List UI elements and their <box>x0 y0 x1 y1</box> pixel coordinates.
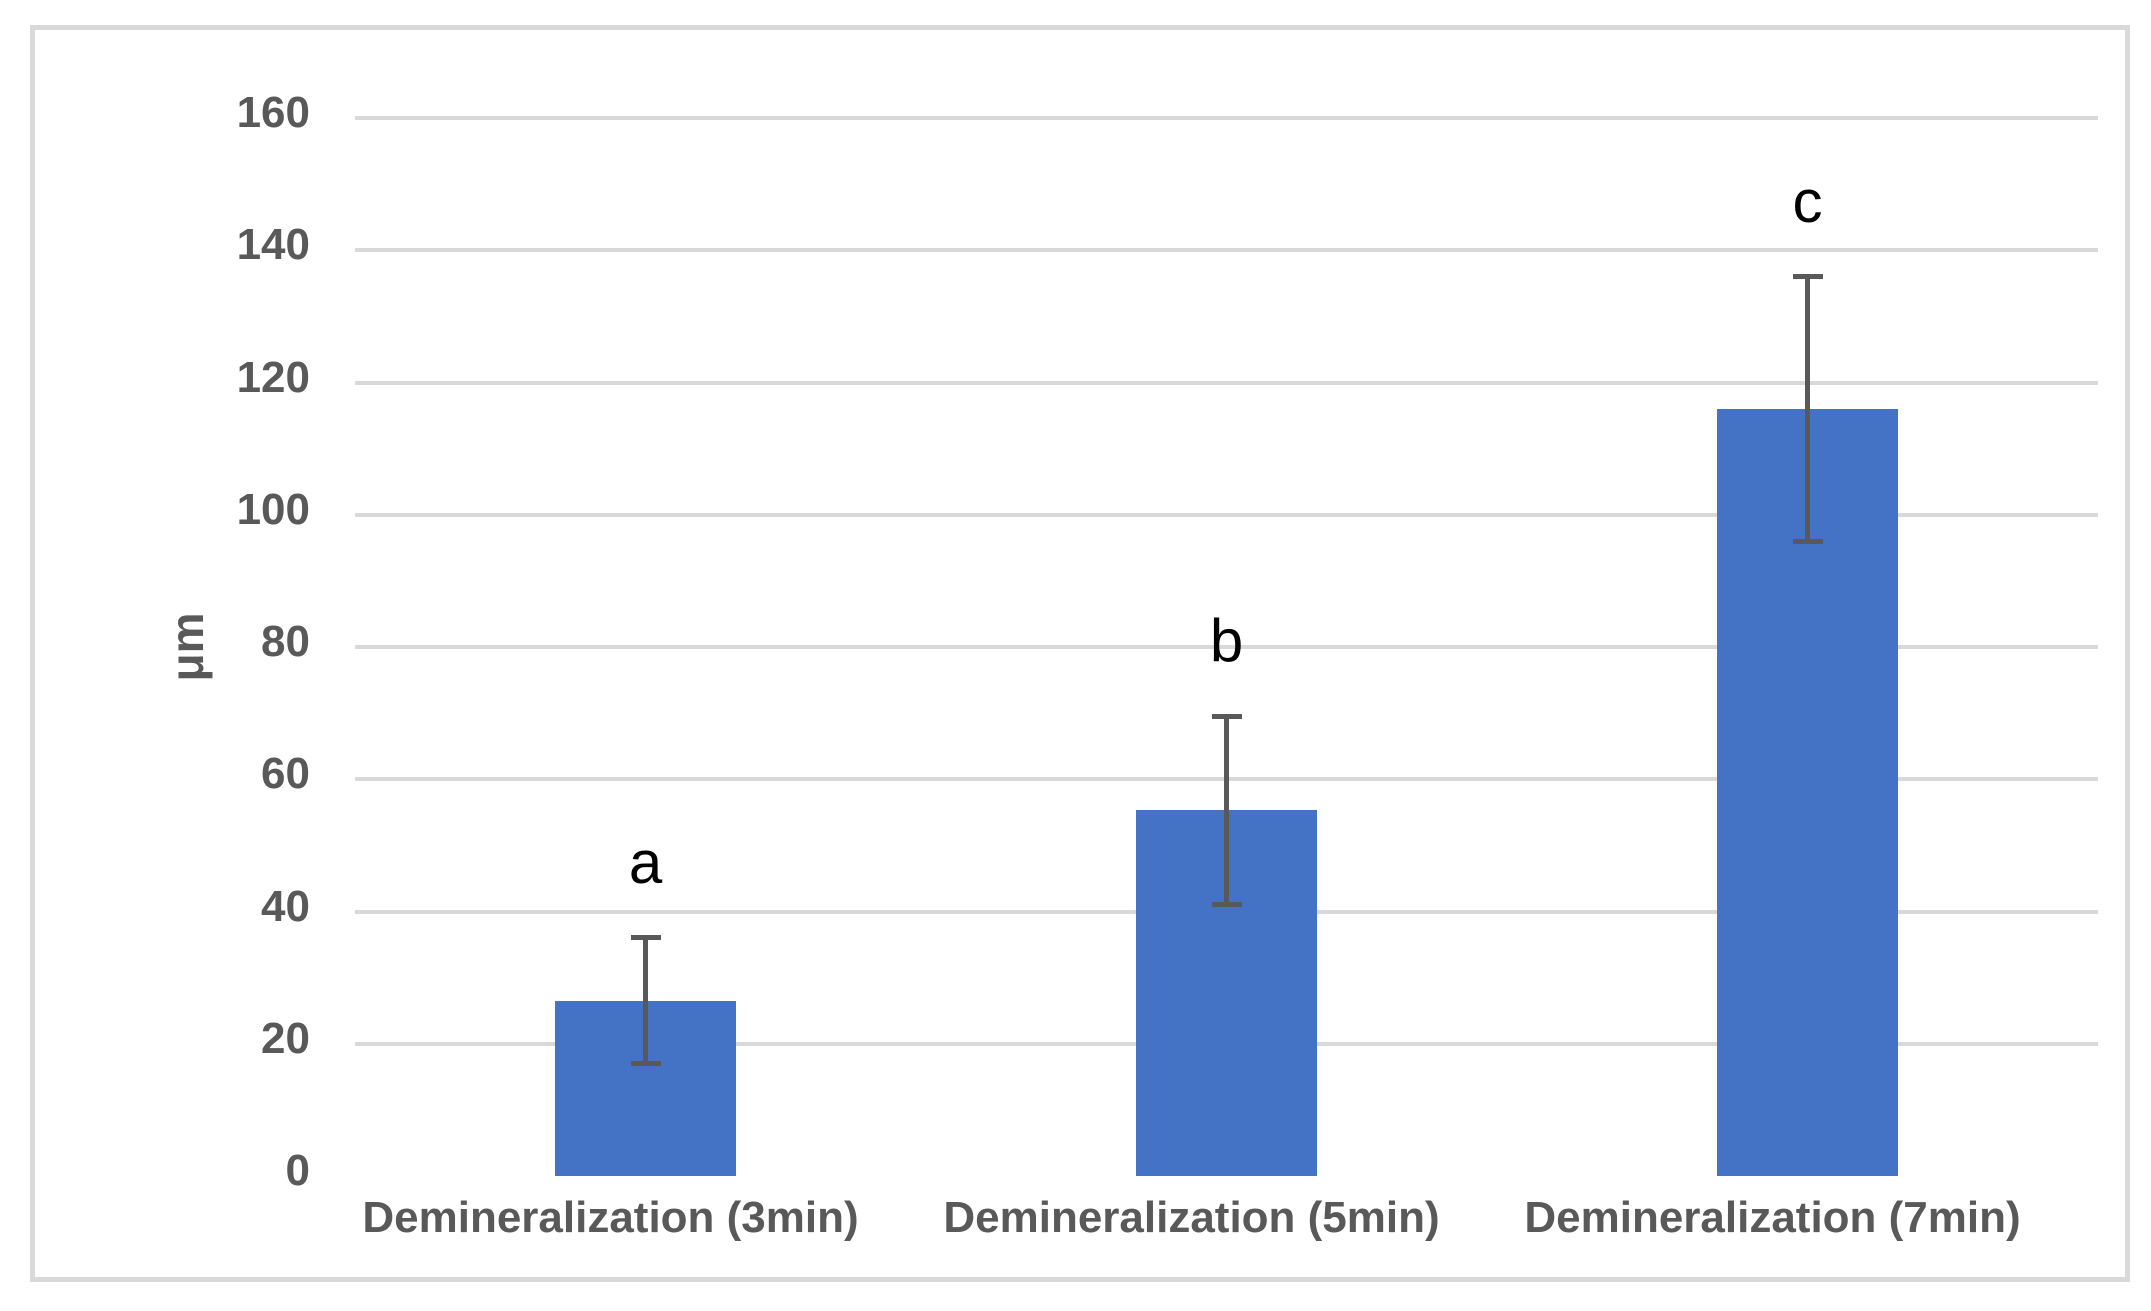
y-tick-label-120: 120 <box>236 352 310 402</box>
y-tick-label-140: 140 <box>236 220 310 270</box>
significance-letter-a: a <box>628 828 663 896</box>
error-bar-stem <box>1805 276 1810 542</box>
error-bar-cap-bottom <box>1792 538 1823 544</box>
y-tick-label-160: 160 <box>236 88 310 137</box>
gridline-80 <box>355 645 2098 649</box>
category-label-2: Demineralization (5min) <box>943 1193 1440 1242</box>
error-bar-cap-bottom <box>630 1061 661 1067</box>
plot-area: a b c <box>355 116 2098 1176</box>
gridline-140 <box>355 248 2098 253</box>
error-bar-cap-top <box>1792 274 1823 280</box>
significance-letter-b: b <box>1209 607 1244 675</box>
error-bar-stem <box>643 937 648 1064</box>
y-tick-label-60: 60 <box>261 749 310 799</box>
y-tick-label-20: 20 <box>261 1013 310 1063</box>
error-bar-cap-top <box>630 935 661 941</box>
y-tick-label-0: 0 <box>285 1146 310 1195</box>
error-bar-cap-top <box>1211 713 1242 719</box>
category-label-3: Demineralization (7min) <box>1524 1193 2021 1242</box>
y-tick-label-80: 80 <box>261 617 310 666</box>
category-label-1: Demineralization (3min) <box>362 1193 859 1242</box>
y-tick-label-40: 40 <box>261 881 310 931</box>
error-bar-stem <box>1224 716 1229 905</box>
error-bar-cap-bottom <box>1211 901 1242 907</box>
y-tick-label-100: 100 <box>236 484 310 534</box>
gridline-100 <box>355 512 2098 517</box>
gridline-120 <box>355 380 2098 385</box>
significance-letter-c: c <box>1792 167 1823 235</box>
gridline-160 <box>355 116 2098 120</box>
